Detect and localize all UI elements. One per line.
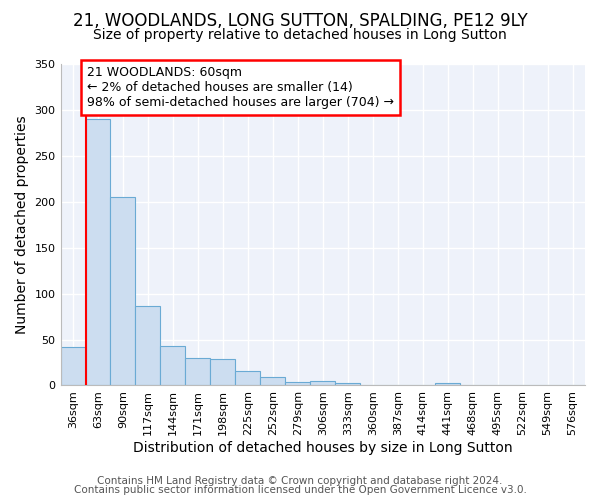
Bar <box>235 371 260 386</box>
Bar <box>61 347 86 386</box>
Text: Contains HM Land Registry data © Crown copyright and database right 2024.: Contains HM Land Registry data © Crown c… <box>97 476 503 486</box>
Bar <box>110 197 136 386</box>
Bar <box>286 382 310 386</box>
Text: 21, WOODLANDS, LONG SUTTON, SPALDING, PE12 9LY: 21, WOODLANDS, LONG SUTTON, SPALDING, PE… <box>73 12 527 30</box>
Y-axis label: Number of detached properties: Number of detached properties <box>15 116 29 334</box>
Bar <box>260 377 286 386</box>
Text: Size of property relative to detached houses in Long Sutton: Size of property relative to detached ho… <box>93 28 507 42</box>
Bar <box>435 382 460 386</box>
X-axis label: Distribution of detached houses by size in Long Sutton: Distribution of detached houses by size … <box>133 441 512 455</box>
Text: Contains public sector information licensed under the Open Government Licence v3: Contains public sector information licen… <box>74 485 526 495</box>
Bar <box>160 346 185 386</box>
Bar <box>136 306 160 386</box>
Bar <box>335 382 360 386</box>
Bar <box>310 381 335 386</box>
Bar <box>185 358 211 386</box>
Bar <box>86 119 110 386</box>
Bar <box>211 359 235 386</box>
Text: 21 WOODLANDS: 60sqm
← 2% of detached houses are smaller (14)
98% of semi-detache: 21 WOODLANDS: 60sqm ← 2% of detached hou… <box>87 66 394 109</box>
